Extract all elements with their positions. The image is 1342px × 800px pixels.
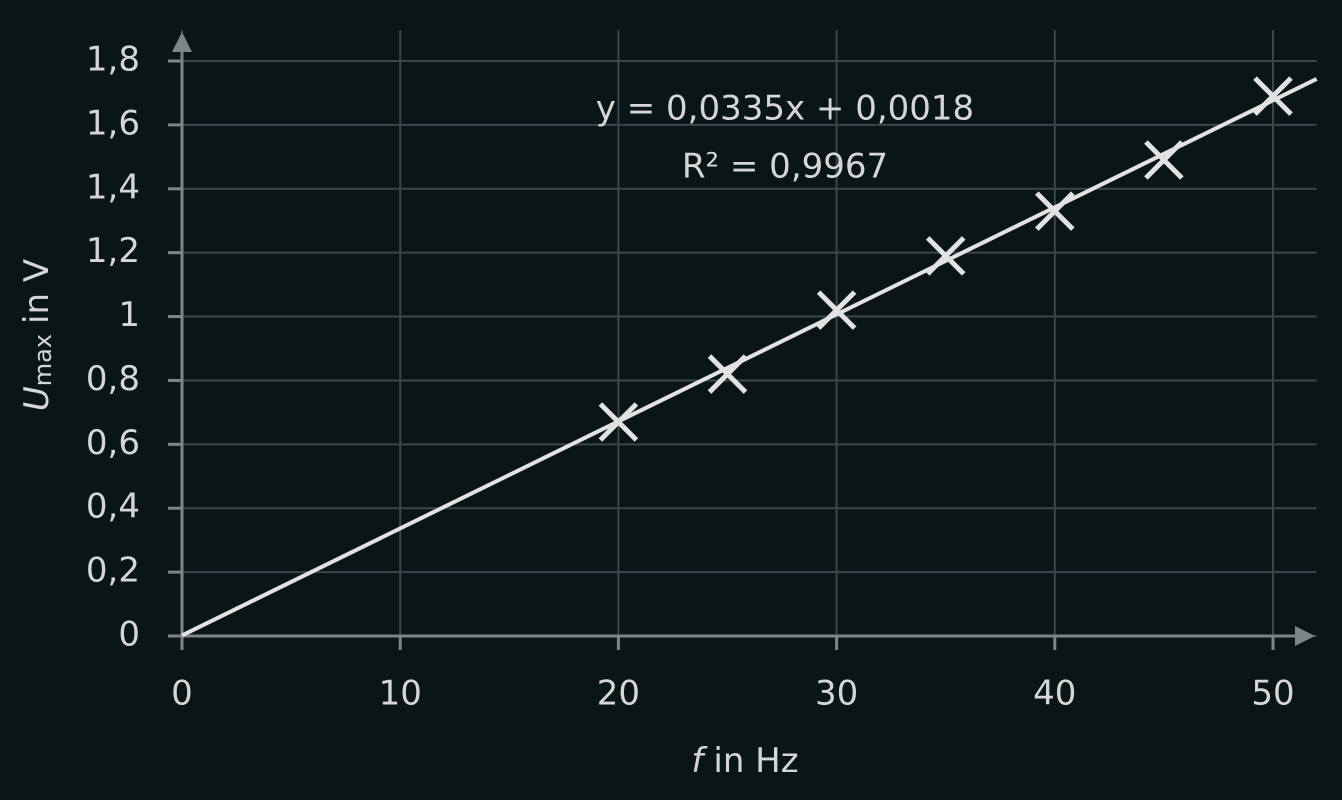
y-tick-label: 1 — [118, 295, 140, 335]
x-tick-label: 0 — [171, 674, 193, 714]
y-label-text: in V — [17, 259, 57, 324]
marker — [925, 236, 966, 276]
y-label-symbol: U — [17, 386, 57, 411]
y-axis-arrow — [172, 32, 192, 52]
trend-equation: y = 0,0335x + 0,0018 — [596, 89, 974, 129]
y-label-subscript: max — [29, 334, 57, 386]
y-tick-label: 0 — [118, 615, 140, 655]
r-squared: R² = 0,9967 — [682, 147, 888, 187]
y-tick-label: 0,2 — [86, 551, 140, 591]
marker — [598, 402, 639, 442]
x-tick-label: 50 — [1251, 674, 1294, 714]
marker — [1253, 76, 1293, 116]
y-tick-label: 0,8 — [86, 359, 140, 399]
x-tick-label: 10 — [379, 674, 422, 714]
trendline — [181, 77, 1318, 638]
y-tick-label: 0,4 — [86, 487, 140, 527]
x-label-text: in Hz — [713, 741, 798, 781]
y-axis-label: Umax in V — [17, 259, 58, 411]
y-tick-label: 0,6 — [86, 423, 140, 463]
axes — [168, 32, 1315, 650]
x-axis-label: f in Hz — [691, 741, 798, 781]
y-tick-label: 1,2 — [86, 231, 140, 271]
x-axis-arrow — [1295, 626, 1315, 646]
marker — [1144, 140, 1184, 180]
y-tick-label: 1,8 — [86, 40, 140, 80]
marker — [816, 290, 857, 330]
marker — [1035, 191, 1075, 231]
y-tick-label: 1,6 — [86, 103, 140, 143]
marker — [707, 354, 748, 394]
x-tick-label: 30 — [815, 674, 858, 714]
x-tick-label: 40 — [1033, 674, 1076, 714]
x-tick-label: 20 — [597, 674, 640, 714]
y-tick-label: 1,4 — [86, 167, 140, 207]
